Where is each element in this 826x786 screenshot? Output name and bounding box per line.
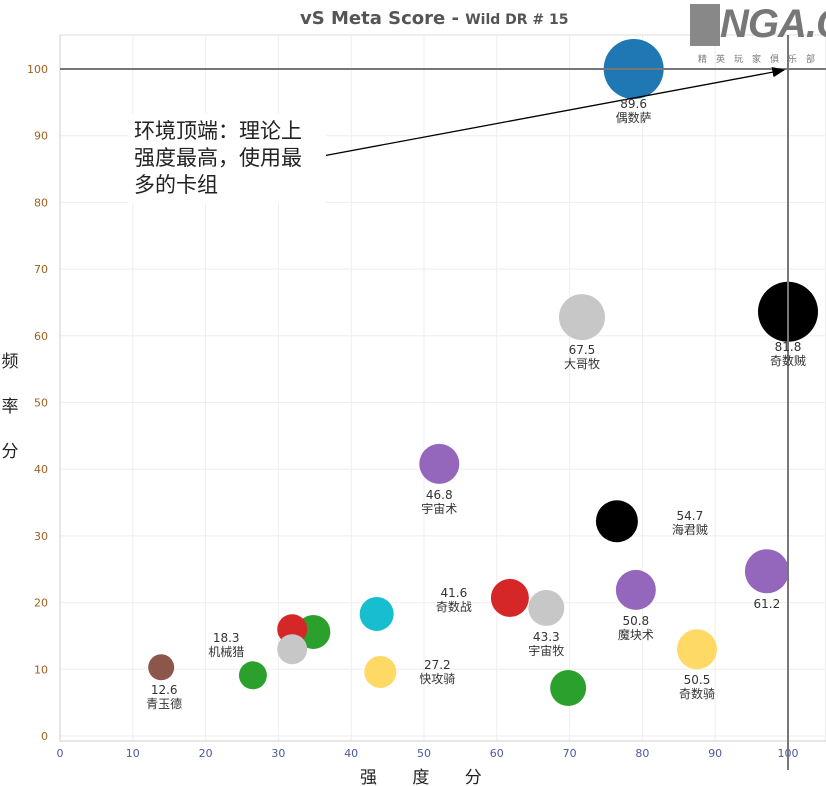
logo-text: NGA.CN xyxy=(720,2,826,46)
point-label: 61.2 xyxy=(754,597,781,611)
data-point xyxy=(595,500,638,543)
point-score: 46.8 xyxy=(425,487,453,502)
y-tick-label: 50 xyxy=(34,397,48,410)
title-main: vS Meta Score - xyxy=(300,8,466,29)
data-point xyxy=(744,549,789,594)
title-sub: Wild DR # 15 xyxy=(465,12,569,28)
x-tick-label: 10 xyxy=(126,747,140,760)
y-tick-label: 90 xyxy=(34,130,48,143)
data-point xyxy=(359,596,394,631)
y-label-char: 率 xyxy=(1,397,19,417)
point-name: 宇宙牧 xyxy=(528,643,565,658)
y-label-char: 频 xyxy=(1,352,19,372)
data-point xyxy=(550,669,587,706)
point-label: 50.5 奇数骑 xyxy=(679,673,715,701)
point-score: 81.8 xyxy=(774,339,802,354)
point-label: 46.8 宇宙术 xyxy=(421,488,457,516)
point-name: 宇宙术 xyxy=(421,501,458,516)
point-label: 43.3 宇宙牧 xyxy=(528,630,564,658)
data-point xyxy=(238,661,267,690)
point-label: 81.8 奇数贼 xyxy=(770,340,806,368)
point-label: 27.2 快攻骑 xyxy=(419,658,455,686)
point-name: 机械猎 xyxy=(208,645,245,660)
point-name: 偶数萨 xyxy=(615,111,652,125)
point-score: 12.6 xyxy=(150,683,178,698)
x-tick-label: 90 xyxy=(708,747,722,760)
data-point xyxy=(490,578,529,617)
data-point xyxy=(148,654,175,681)
point-score: 54.7 xyxy=(676,509,704,524)
point-score: 50.8 xyxy=(622,613,650,628)
y-tick-label: 60 xyxy=(34,330,48,343)
data-point xyxy=(558,294,605,341)
logo-subtitle: 精英玩家俱乐部 xyxy=(698,55,825,65)
y-tick-label: 40 xyxy=(34,463,48,476)
x-tick-label: 80 xyxy=(635,747,649,760)
annotation-text: 环境顶端：理论上强度最高，使用最多的卡组 xyxy=(128,114,326,203)
point-label: 41.6 奇数战 xyxy=(436,586,472,614)
point-score: 18.3 xyxy=(212,631,240,646)
data-point xyxy=(419,443,460,484)
point-name: 奇数贼 xyxy=(769,353,807,368)
x-tick-label: 0 xyxy=(57,747,64,760)
x-axis-label: 强 度 分 xyxy=(360,768,482,786)
point-name: 奇数骑 xyxy=(678,687,716,702)
y-tick-label: 80 xyxy=(34,196,48,209)
y-tick-label: 10 xyxy=(34,663,48,676)
x-tick-label: 50 xyxy=(417,747,431,760)
annotation-arrow xyxy=(311,67,786,159)
data-point xyxy=(528,589,565,626)
point-name: 海君贼 xyxy=(671,523,708,538)
x-tick-label: 20 xyxy=(199,747,213,760)
point-label: 89.6 偶数萨 xyxy=(616,97,652,125)
point-name: 青玉德 xyxy=(146,697,183,712)
point-label: 67.5 大哥牧 xyxy=(564,343,600,371)
chart-title: vS Meta Score - Wild DR # 15 xyxy=(300,8,569,29)
x-tick-label: 40 xyxy=(344,747,358,760)
point-score: 27.2 xyxy=(423,657,451,672)
data-point xyxy=(677,629,717,670)
x-tick-label: 70 xyxy=(563,747,577,760)
nga-logo: NGA.CN 精英玩家俱乐部 xyxy=(690,0,826,70)
point-name: 魔块术 xyxy=(617,627,654,642)
y-tick-label: 100 xyxy=(27,63,48,76)
y-tick-label: 30 xyxy=(34,530,48,543)
point-label: 54.7 海君贼 xyxy=(672,509,708,537)
data-point xyxy=(615,569,656,610)
point-label: 18.3 机械猎 xyxy=(208,631,244,659)
point-name: 大哥牧 xyxy=(563,357,600,372)
point-label: 12.6 青玉德 xyxy=(146,683,182,711)
y-tick-label: 20 xyxy=(34,597,48,610)
data-point xyxy=(277,634,308,665)
point-score: 67.5 xyxy=(568,343,596,358)
point-score: 41.6 xyxy=(440,585,468,600)
y-axis-label: 频 率 分 xyxy=(0,340,20,475)
y-tick-label: 0 xyxy=(41,730,48,743)
paw-icon xyxy=(690,4,720,46)
point-score: 50.5 xyxy=(683,673,711,688)
y-tick-label: 70 xyxy=(34,263,48,276)
point-name: 奇数战 xyxy=(435,599,472,614)
data-point xyxy=(364,655,397,688)
y-label-char: 分 xyxy=(1,442,19,462)
point-score: 43.3 xyxy=(532,629,560,644)
x-tick-label: 30 xyxy=(271,747,285,760)
point-score: 89.6 xyxy=(620,97,648,111)
x-tick-label: 60 xyxy=(490,747,504,760)
point-name: 快攻骑 xyxy=(419,671,456,686)
point-label: 50.8 魔块术 xyxy=(618,614,654,642)
point-score: 61.2 xyxy=(753,597,781,612)
